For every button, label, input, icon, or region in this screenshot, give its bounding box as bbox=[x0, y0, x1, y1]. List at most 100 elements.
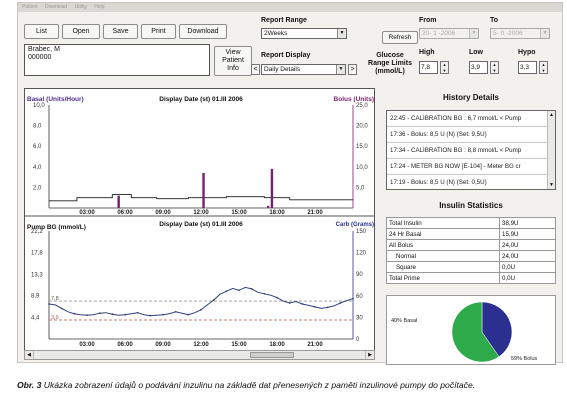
figure-caption: Obr. 3 Ukázka zobrazení údajů o podávání… bbox=[17, 380, 557, 391]
blood-glucose-line bbox=[48, 286, 354, 317]
chart1-y-tick-left: 6,0 bbox=[33, 144, 42, 150]
stat-value: 38,9U bbox=[499, 217, 556, 229]
low-limit-value[interactable]: 3,9 bbox=[469, 61, 488, 74]
menu-bar: Patient Download Utility Help bbox=[18, 3, 562, 12]
chart1-y-tick-left: 10,0 bbox=[33, 103, 45, 109]
scroll-up-icon[interactable]: ▲ bbox=[549, 112, 554, 118]
chart2-y-tick-right: 90 bbox=[356, 272, 363, 278]
stat-value: 0,0U bbox=[499, 272, 556, 284]
view-patient-info-line1: View bbox=[225, 49, 241, 56]
stepper-arrows-icon[interactable]: ▲ ▼ bbox=[440, 61, 449, 74]
stat-label: All Bolus bbox=[386, 239, 500, 251]
history-item[interactable]: 17:19 - Bolus: 8,5 U (N) (Set: 0,5U) bbox=[387, 175, 555, 189]
glucose-range-label: Glucose Range Limits (mmol/L) bbox=[358, 52, 422, 76]
high-limit-value[interactable]: 7,8 bbox=[419, 61, 438, 74]
chart1-x-tick: 09:00 bbox=[155, 210, 171, 216]
history-item[interactable]: 17:34 - CALIBRATION BG : 8,8 mmol/L < Pu… bbox=[387, 143, 555, 159]
history-item[interactable]: 22:45 - CALIBRATION BG : 6,7 mmol/L < Pu… bbox=[387, 111, 555, 127]
chevron-down-icon: ▼ bbox=[469, 29, 478, 38]
open-button[interactable]: Open bbox=[62, 24, 100, 39]
blood-glucose-point bbox=[73, 312, 76, 315]
chart2-x-tick: 06:00 bbox=[117, 342, 133, 348]
chart2-title: Display Date (st) 01.III 2006 bbox=[159, 221, 243, 228]
blood-glucose-point bbox=[250, 287, 253, 290]
chart1-x-tick: 06:00 bbox=[117, 210, 133, 216]
stat-label: 24 Hr Basal bbox=[386, 228, 500, 240]
chart1-background bbox=[25, 89, 374, 214]
scroll-right-icon[interactable]: ▶ bbox=[365, 351, 374, 359]
table-row: Square 0,0U bbox=[386, 261, 556, 273]
stat-label: Total Insulin bbox=[386, 217, 500, 229]
chart2-y-tick-right: 60 bbox=[356, 294, 363, 300]
print-button[interactable]: Print bbox=[141, 24, 176, 39]
from-date-value: 20- 1 -2006 bbox=[422, 30, 456, 37]
stepper-arrows-icon[interactable]: ▲ ▼ bbox=[490, 61, 499, 74]
history-scrollbar[interactable]: ▲ ▼ bbox=[547, 111, 555, 189]
menu-help[interactable]: Help bbox=[94, 4, 105, 10]
chart1-y-tick-left: 4,0 bbox=[33, 165, 42, 171]
insulin-statistics-title: Insulin Statistics bbox=[439, 201, 503, 210]
blood-glucose-point bbox=[48, 303, 50, 305]
high-limit-label: High bbox=[419, 49, 435, 56]
chart1-title: Display Date (st) 01.III 2006 bbox=[159, 96, 243, 103]
blood-glucose-point bbox=[314, 305, 316, 308]
glucose-range-label-line3: (mmol/L) bbox=[375, 68, 405, 75]
chart2-x-tick: 12:00 bbox=[193, 342, 209, 348]
report-display-label: Report Display bbox=[261, 52, 311, 59]
chart2-y-tick-right: 30 bbox=[356, 315, 363, 321]
history-item[interactable]: 17:24 - METER BG NOW [E-104] - Meter BG … bbox=[387, 159, 555, 175]
high-limit-marker: 7,8 bbox=[51, 296, 59, 302]
history-item[interactable]: 17:36 - Bolus: 8,5 U (N) (Set: 9,5U) bbox=[387, 127, 555, 143]
menu-download[interactable]: Download bbox=[44, 4, 68, 10]
daily-detail-charts: Basal (Units/Hour) Display Date (st) 01.I… bbox=[24, 88, 375, 352]
chevron-down-icon: ▼ bbox=[540, 29, 549, 38]
stat-value: 0,0U bbox=[499, 261, 556, 273]
low-limit-label: Low bbox=[469, 49, 483, 56]
blood-glucose-point bbox=[124, 313, 126, 316]
insulin-statistics-table: Total Insulin 38,9U 24 Hr Basal 15,9U All … bbox=[386, 217, 556, 284]
next-display-button[interactable]: > bbox=[348, 64, 357, 75]
chart2-x-tick: 21:00 bbox=[307, 342, 323, 348]
chart2-y-tick-left: 13,3 bbox=[31, 272, 43, 278]
blood-glucose-point bbox=[149, 314, 152, 317]
previous-display-button[interactable]: < bbox=[251, 64, 260, 75]
chart2-y-tick-right: 120 bbox=[356, 251, 367, 257]
chart-horizontal-scrollbar[interactable]: ◀ ▶ bbox=[24, 350, 375, 360]
history-details-list[interactable]: 22:45 - CALIBRATION BG : 6,7 mmol/L < Pu… bbox=[386, 110, 556, 190]
scroll-down-icon[interactable]: ▼ bbox=[549, 182, 554, 188]
menu-utility[interactable]: Utility bbox=[74, 4, 87, 10]
stat-value: 15,9U bbox=[499, 228, 556, 240]
chart2-ylabel-left: Pump BG (mmol/L) bbox=[27, 224, 86, 231]
menu-patient[interactable]: Patient bbox=[22, 4, 38, 10]
view-patient-info-button[interactable]: View Patient Info bbox=[214, 46, 252, 76]
to-date-label: To bbox=[490, 17, 499, 24]
blood-glucose-point bbox=[276, 296, 278, 299]
blood-glucose-point bbox=[238, 289, 240, 292]
glucose-range-label-line1: Glucose bbox=[376, 52, 404, 59]
report-display-value: Daily Details bbox=[264, 66, 301, 73]
refresh-button[interactable]: Refresh bbox=[382, 31, 418, 44]
chart1-y-tick-left: 8,0 bbox=[33, 124, 42, 130]
view-patient-info-line2: Patient bbox=[222, 57, 244, 64]
chart1-ylabel-left: Basal (Units/Hour) bbox=[27, 96, 84, 103]
chart1-y-tick-right: 20,0 bbox=[356, 124, 368, 130]
stepper-arrows-icon[interactable]: ▲ ▼ bbox=[539, 61, 548, 74]
insulin-pie-chart: 40% Basal 59% Bolus bbox=[391, 301, 538, 363]
download-button[interactable]: Download bbox=[179, 24, 227, 39]
scroll-left-icon[interactable]: ◀ bbox=[25, 351, 34, 359]
report-range-select[interactable]: 2Weeks ▼ bbox=[261, 28, 347, 39]
scroll-thumb[interactable] bbox=[250, 352, 294, 358]
chart2-ylabel-right: Carb (Grams) bbox=[336, 222, 374, 228]
chart1-x-tick: 03:00 bbox=[79, 210, 95, 216]
list-button[interactable]: List bbox=[24, 24, 59, 39]
hypo-limit-value[interactable]: 3,3 bbox=[518, 61, 537, 74]
app-window: Patient Download Utility Help List Open … bbox=[17, 2, 563, 365]
blood-glucose-point bbox=[60, 307, 63, 310]
blood-glucose-point bbox=[288, 302, 291, 304]
report-display-select[interactable]: Daily Details ▼ bbox=[261, 64, 346, 75]
from-date-select[interactable]: 20- 1 -2006 ▼ bbox=[419, 28, 479, 39]
stat-label: Total Prime bbox=[386, 272, 500, 284]
to-date-select[interactable]: 5- 0 -2006 ▼ bbox=[490, 28, 550, 39]
save-button[interactable]: Save bbox=[103, 24, 138, 39]
history-details-title: History Details bbox=[442, 93, 500, 102]
